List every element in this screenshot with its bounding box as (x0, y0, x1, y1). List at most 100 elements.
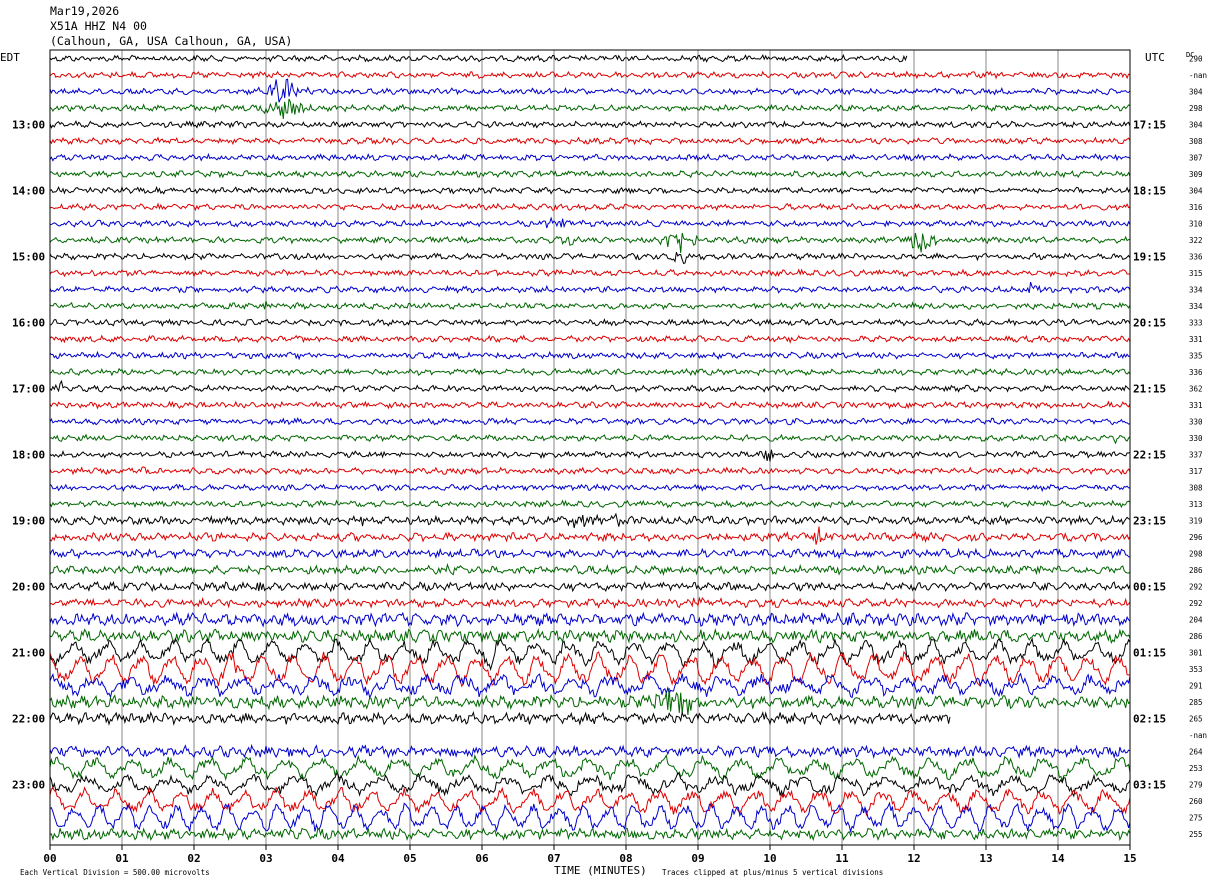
dc-offset-label: 308 (1189, 484, 1203, 493)
seismic-trace (49, 281, 1131, 295)
seismic-trace (49, 334, 1131, 344)
seismic-trace (49, 185, 1131, 195)
dc-offset-label: 301 (1189, 649, 1203, 658)
dc-offset-label: 362 (1189, 385, 1203, 394)
left-hour-label: 14:00 (12, 185, 45, 198)
dc-offset-label: -nan (1189, 71, 1207, 80)
x-tick-label: 05 (403, 852, 416, 865)
seismic-trace (49, 232, 1131, 253)
dc-offset-label: 298 (1189, 550, 1203, 559)
dc-offset-label: 331 (1189, 335, 1203, 344)
footer-scale-text: Each Vertical Division = 500.00 microvol… (20, 868, 210, 877)
seismic-trace (49, 547, 1131, 560)
seismic-trace (49, 416, 1131, 426)
dc-offset-label: 353 (1189, 665, 1203, 674)
dc-offset-label: 291 (1189, 682, 1203, 691)
left-hour-label: 21:00 (12, 647, 45, 660)
right-hour-label: 00:15 (1133, 581, 1166, 594)
left-hour-label: 17:00 (12, 383, 45, 396)
dc-offset-label: 264 (1189, 748, 1203, 757)
left-hour-label: 15:00 (12, 251, 45, 264)
dc-offset-label: 290 (1189, 55, 1203, 64)
dc-offset-label: 204 (1189, 616, 1203, 625)
seismic-trace (49, 350, 1131, 361)
seismic-trace (49, 98, 1131, 119)
seismic-trace (49, 580, 1131, 593)
dc-offset-label: 253 (1189, 764, 1203, 773)
seismic-trace (49, 785, 1131, 817)
dc-offset-label: 255 (1189, 830, 1203, 839)
seismic-trace (49, 136, 1131, 146)
left-hour-label: 16:00 (12, 317, 45, 330)
dc-offset-label: 336 (1189, 253, 1203, 262)
dc-offset-label: 260 (1189, 797, 1203, 806)
seismic-trace (49, 827, 1131, 842)
dc-offset-label: 308 (1189, 137, 1203, 146)
left-hour-label: 22:00 (12, 713, 45, 726)
seismic-trace (49, 367, 1131, 377)
right-hour-label: 02:15 (1133, 713, 1166, 726)
seismic-trace (49, 743, 1131, 760)
seismic-trace (49, 611, 1131, 628)
axis-labels: EDT UTC DC 13:00 14:00 15:00 16:00 17:00 18:00 19… (0, 51, 1207, 877)
dc-offset-label: 313 (1189, 500, 1203, 509)
seismic-traces (49, 53, 1131, 842)
dc-offset-label: 304 (1189, 187, 1203, 196)
seismic-trace (49, 596, 1131, 609)
seismic-trace (49, 627, 1131, 645)
x-tick-label: 01 (115, 852, 129, 865)
right-timezone-label: UTC (1145, 51, 1165, 64)
seismic-trace (49, 53, 908, 63)
seismic-trace (49, 499, 1131, 509)
x-tick-label: 15 (1123, 852, 1136, 865)
dc-offset-label: 286 (1189, 632, 1203, 641)
dc-column-label: DC (1186, 51, 1194, 59)
seismic-trace (49, 252, 1131, 265)
dc-offset-label: 330 (1189, 434, 1203, 443)
dc-offset-label: 309 (1189, 170, 1203, 179)
header-location: (Calhoun, GA, USA Calhoun, GA, USA) (50, 34, 293, 48)
x-tick-label: 06 (475, 852, 489, 865)
dc-offset-label: 334 (1189, 286, 1203, 295)
dc-offset-label: 336 (1189, 368, 1203, 377)
seismic-trace (49, 120, 1131, 129)
dc-offset-label: 330 (1189, 418, 1203, 427)
dc-offset-label: 331 (1189, 401, 1203, 410)
seismic-trace (49, 400, 1131, 410)
dc-offset-label: 335 (1189, 352, 1203, 361)
dc-offset-label: 298 (1189, 104, 1203, 113)
seismic-trace (49, 202, 1131, 212)
seismic-trace (49, 562, 1131, 577)
right-hour-label: 17:15 (1133, 119, 1166, 132)
dc-offset-label: 285 (1189, 698, 1203, 707)
right-hour-label: 03:15 (1133, 779, 1166, 792)
seismic-trace (49, 672, 1131, 700)
right-hour-label: 01:15 (1133, 647, 1166, 660)
seismic-trace (49, 70, 1131, 80)
dc-offset-label: 292 (1189, 583, 1203, 592)
dc-offset-label: 265 (1189, 715, 1203, 724)
seismic-trace (49, 772, 1131, 798)
left-hour-label: 13:00 (12, 119, 45, 132)
dc-offset-label: 275 (1189, 814, 1203, 823)
dc-offset-label: 315 (1189, 269, 1203, 278)
seismic-trace (49, 753, 1131, 783)
dc-offset-label: 286 (1189, 566, 1203, 575)
seismic-trace (49, 449, 1131, 462)
x-tick-label: 11 (835, 852, 849, 865)
x-tick-label: 09 (691, 852, 704, 865)
seismic-trace (49, 216, 1131, 229)
dc-offset-label: 310 (1189, 220, 1203, 229)
x-tick-label: 04 (331, 852, 345, 865)
left-hour-label: 18:00 (12, 449, 45, 462)
seismic-trace (49, 526, 1131, 545)
seismic-trace (49, 78, 1131, 103)
seismic-trace (49, 379, 1131, 393)
x-tick-label: 00 (43, 852, 56, 865)
seismic-trace (50, 301, 1131, 311)
dc-offset-label: 334 (1189, 302, 1203, 311)
seismic-trace (49, 268, 1131, 278)
seismic-trace (49, 710, 951, 726)
footer-clip-text: Traces clipped at plus/minus 5 vertical … (662, 868, 883, 877)
